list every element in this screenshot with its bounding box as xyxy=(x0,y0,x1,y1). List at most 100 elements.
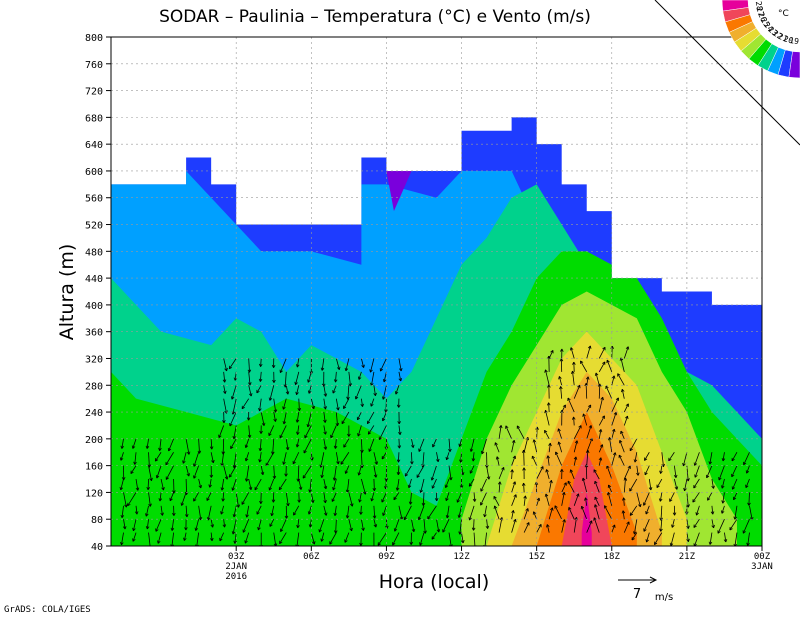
wind-arrowhead xyxy=(222,524,225,528)
wind-arrow xyxy=(620,357,625,372)
wind-arrowhead xyxy=(155,475,158,479)
wind-arrowhead xyxy=(580,360,584,363)
wind-arrowhead xyxy=(297,408,300,412)
wind-arrowhead xyxy=(723,539,727,543)
wind-arrowhead xyxy=(458,515,462,518)
wind-arrowhead xyxy=(308,391,312,394)
wind-arrow xyxy=(523,495,526,506)
wind-arrowhead xyxy=(361,365,364,368)
wind-arrowhead xyxy=(220,511,224,515)
colorbar-level-label: 26 xyxy=(756,11,768,24)
wind-arrowhead xyxy=(284,515,287,519)
wind-arrow xyxy=(561,492,565,506)
wind-arrowhead xyxy=(319,529,322,533)
wind-arrow xyxy=(746,465,750,474)
wind-arrow xyxy=(248,358,250,373)
wind-arrow xyxy=(229,411,237,427)
wind-arrowhead xyxy=(561,348,564,352)
wind-arrowhead xyxy=(271,364,274,368)
wind-arrow xyxy=(121,505,124,518)
wind-arrowhead xyxy=(432,486,435,489)
wind-arrowhead xyxy=(271,513,274,517)
wind-arrowhead xyxy=(295,444,298,448)
wind-arrowhead xyxy=(198,485,202,489)
wind-arrowhead xyxy=(146,445,150,449)
wind-arrowhead xyxy=(546,455,549,459)
wind-arrowhead xyxy=(218,435,222,439)
wind-arrow xyxy=(404,505,412,520)
wind-arrowhead xyxy=(540,466,544,469)
wind-arrow xyxy=(580,360,588,373)
wind-arrow xyxy=(696,505,700,516)
wind-arrowhead xyxy=(688,525,690,529)
y-tick-label: 480 xyxy=(85,247,103,258)
wind-arrowhead xyxy=(381,500,385,503)
wind-arrow xyxy=(309,478,312,493)
wind-arrowhead xyxy=(121,515,125,519)
wind-arrow xyxy=(273,411,276,422)
wind-arrow xyxy=(171,519,174,531)
wind-arrowhead xyxy=(145,445,148,449)
wind-arrowhead xyxy=(275,409,278,413)
wind-arrow xyxy=(594,496,600,506)
wind-arrowhead xyxy=(404,517,408,521)
wind-arrowhead xyxy=(260,500,263,504)
wind-arrow xyxy=(446,505,450,519)
wind-arrowhead xyxy=(710,511,714,515)
wind-arrow xyxy=(654,532,663,545)
wind-arrowhead xyxy=(148,503,151,507)
wind-arrowhead xyxy=(501,517,504,521)
wind-arrowhead xyxy=(357,433,359,437)
wind-arrowhead xyxy=(721,511,725,514)
wind-arrow xyxy=(582,477,588,493)
wind-arrow xyxy=(120,452,124,461)
wind-arrow xyxy=(273,398,277,413)
wind-arrowhead xyxy=(362,403,364,407)
wind-arrowhead xyxy=(195,528,199,531)
wind-arrowhead xyxy=(242,530,246,533)
x-tick-label: 18Z xyxy=(604,552,621,562)
wind-arrow xyxy=(581,506,588,520)
wind-arrowhead xyxy=(696,512,699,516)
wind-arrow xyxy=(370,358,375,373)
wind-arrowhead xyxy=(241,502,245,505)
wind-arrowhead xyxy=(269,524,273,527)
wind-arrow xyxy=(546,469,550,480)
wind-arrow xyxy=(724,532,727,543)
wind-arrowhead xyxy=(398,432,401,435)
wind-arrowhead xyxy=(170,527,173,531)
wind-arrowhead xyxy=(480,503,484,506)
wind-arrow xyxy=(733,492,738,500)
wind-arrow xyxy=(134,452,137,465)
wind-arrowhead xyxy=(615,397,619,400)
wind-arrowhead xyxy=(384,409,387,413)
wind-arrowhead xyxy=(186,473,190,477)
wind-arrowhead xyxy=(747,502,750,506)
wind-arrowhead xyxy=(532,455,535,459)
wind-arrow xyxy=(585,383,588,399)
wind-arrowhead xyxy=(743,531,746,534)
wind-arrow xyxy=(684,478,688,491)
wind-arrowhead xyxy=(334,513,338,516)
wind-arrowhead xyxy=(659,517,662,521)
wind-arrowhead xyxy=(325,499,327,504)
wind-arrowhead xyxy=(250,486,253,490)
wind-arrowhead xyxy=(419,542,423,546)
wind-arrowhead xyxy=(292,461,296,465)
wind-arrow xyxy=(371,492,375,502)
wind-arrowhead xyxy=(231,531,234,535)
y-tick-label: 800 xyxy=(85,33,103,44)
wind-arrow xyxy=(554,505,563,520)
wind-arrowhead xyxy=(446,457,449,461)
wind-arrowhead xyxy=(546,524,550,527)
wind-arrowhead xyxy=(382,418,386,422)
wind-arrowhead xyxy=(345,471,349,474)
wind-arrow xyxy=(135,478,139,491)
wind-arrowhead xyxy=(196,544,199,547)
wind-arrowhead xyxy=(416,475,420,478)
wind-arrow xyxy=(419,532,425,546)
wind-arrowhead xyxy=(145,513,147,517)
wind-arrowhead xyxy=(373,524,377,528)
wind-arrowhead xyxy=(629,489,633,492)
wind-arrowhead xyxy=(275,418,277,422)
